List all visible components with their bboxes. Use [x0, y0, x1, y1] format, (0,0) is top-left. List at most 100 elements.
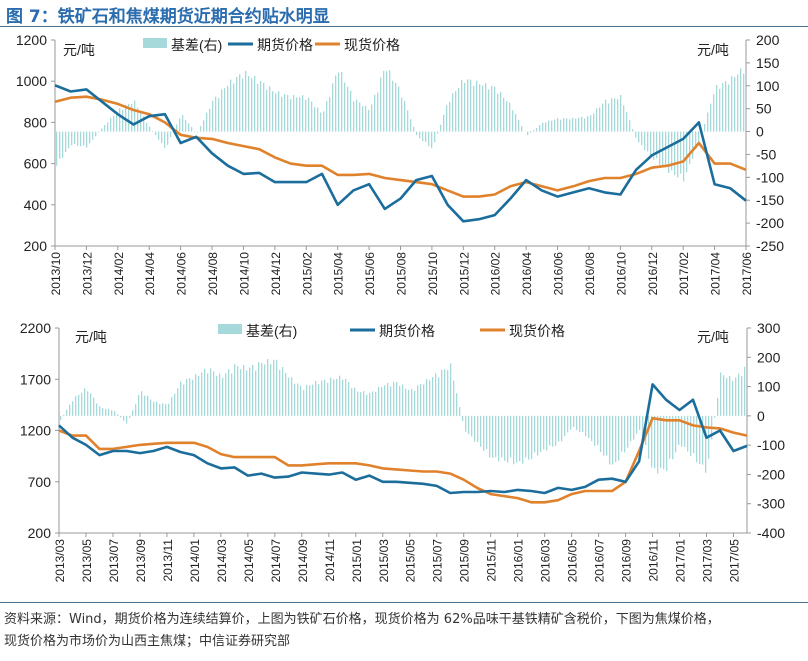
basis-bar	[137, 107, 139, 132]
y-tick-label: 400	[24, 197, 48, 213]
spot-price-line	[58, 416, 748, 504]
basis-bar	[158, 131, 160, 140]
basis-bar	[639, 415, 641, 430]
basis-bar	[668, 131, 670, 174]
basis-bar	[566, 118, 568, 132]
basis-bar	[651, 415, 653, 468]
basis-bar	[290, 99, 292, 132]
basis-bar	[231, 373, 233, 416]
x-tick-label: 2013/09	[134, 539, 148, 583]
basis-bar	[389, 70, 391, 132]
basis-bar	[509, 102, 511, 132]
basis-bar	[641, 131, 643, 146]
basis-bar	[150, 399, 152, 416]
y2-tick-label: -400	[757, 525, 785, 541]
basis-bar	[539, 125, 541, 132]
basis-bar	[72, 401, 74, 416]
basis-bar	[285, 372, 287, 416]
source-divider	[0, 602, 808, 603]
basis-bar	[731, 76, 733, 132]
basis-bar	[564, 415, 566, 437]
basis-bar	[185, 120, 187, 132]
basis-bar	[68, 131, 70, 149]
x-tick-label: 2014/05	[242, 539, 256, 583]
basis-bar	[65, 131, 67, 153]
basis-bar	[167, 131, 169, 145]
basis-bar	[299, 97, 301, 132]
basis-bar	[365, 105, 367, 132]
basis-bar	[494, 86, 496, 132]
left-unit-label: 元/吨	[75, 329, 107, 345]
basis-bar	[642, 415, 644, 440]
basis-bar	[630, 415, 632, 442]
basis-bar	[719, 88, 721, 132]
basis-bar	[219, 373, 221, 416]
x-tick-label: 2015/11	[485, 539, 499, 582]
basis-bar	[360, 392, 362, 416]
basis-bar	[243, 365, 245, 416]
basis-bar	[114, 411, 116, 416]
basis-bar	[246, 370, 248, 416]
basis-bar	[146, 122, 148, 132]
basis-bar	[675, 415, 677, 453]
basis-bar	[288, 377, 290, 416]
basis-bar	[96, 403, 98, 416]
x-tick-label: 2013/11	[161, 539, 175, 582]
basis-bar	[606, 415, 608, 456]
basis-bar	[282, 366, 284, 416]
basis-bar	[716, 85, 718, 132]
legend-futures-label: 期货价格	[379, 323, 435, 339]
basis-bar	[549, 415, 551, 446]
x-tick-label: 2016/06	[552, 252, 566, 296]
basis-bar	[501, 415, 503, 458]
basis-bar	[503, 97, 505, 132]
basis-bar	[603, 415, 605, 456]
basis-bar	[729, 375, 731, 416]
basis-bar	[471, 415, 473, 437]
basis-bar	[260, 80, 262, 132]
basis-bar	[560, 119, 562, 132]
basis-bar	[314, 106, 316, 132]
basis-bar	[293, 95, 295, 132]
basis-bar	[222, 377, 224, 416]
basis-bar	[575, 118, 577, 132]
basis-bar	[131, 103, 133, 132]
basis-bar	[69, 404, 71, 416]
basis-bar	[308, 97, 310, 132]
basis-bar	[621, 415, 623, 452]
basis-bar	[210, 368, 212, 416]
basis-bar	[705, 415, 707, 473]
y2-tick-label: -200	[757, 466, 785, 482]
x-tick-label: 2013/12	[80, 252, 94, 296]
basis-bar	[345, 378, 347, 416]
basis-bar	[366, 394, 368, 416]
x-tick-label: 2015/08	[395, 252, 409, 296]
basis-bar	[279, 370, 281, 416]
basis-bar	[90, 393, 92, 416]
basis-bar	[473, 86, 475, 132]
basis-bar	[725, 80, 727, 132]
basis-bar	[393, 382, 395, 416]
y2-tick-label: 0	[757, 408, 765, 424]
basis-bar	[479, 84, 481, 132]
basis-bar	[618, 415, 620, 461]
x-tick-label: 2015/10	[426, 252, 440, 296]
basis-bar	[591, 415, 593, 442]
basis-bar	[377, 92, 379, 132]
figure-title: 图 7：铁矿石和焦煤期货近期合约贴水明显	[6, 7, 330, 27]
basis-bar	[416, 131, 418, 136]
basis-bar	[627, 415, 629, 448]
basis-bar	[459, 407, 461, 416]
basis-bar	[737, 74, 739, 132]
basis-bar	[357, 391, 359, 416]
x-tick-label: 2017/03	[701, 539, 715, 583]
basis-bar	[254, 76, 256, 132]
basis-bar	[135, 404, 137, 416]
basis-bar	[170, 131, 172, 138]
basis-bar	[183, 384, 185, 416]
basis-bar	[590, 115, 592, 132]
basis-bar	[387, 382, 389, 416]
basis-bar	[531, 415, 533, 460]
basis-bar	[392, 80, 394, 132]
basis-bar	[380, 77, 382, 132]
